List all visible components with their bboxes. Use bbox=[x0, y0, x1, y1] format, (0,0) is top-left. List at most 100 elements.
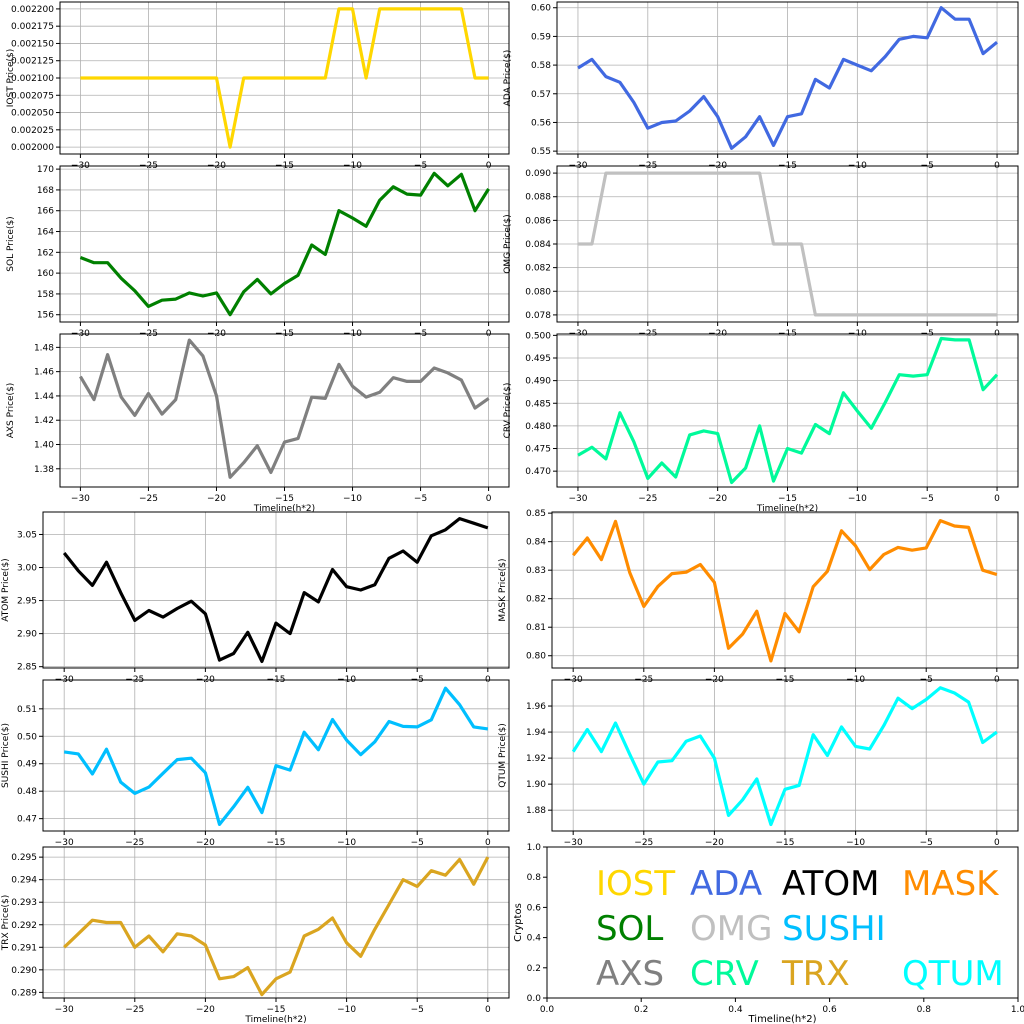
legend-panel-y-tick-label: 1.0 bbox=[527, 843, 542, 853]
qtum-y-axis-label: QTUM Price($) bbox=[498, 723, 508, 788]
ada-y-tick-label: 0.57 bbox=[531, 90, 551, 100]
sushi-y-tick-label: 0.48 bbox=[17, 787, 37, 797]
axs-x-tick-label: −30 bbox=[71, 494, 90, 504]
ada-y-axis-label: ADA Price($) bbox=[503, 50, 513, 107]
mask-y-tick-label: 0.85 bbox=[526, 509, 546, 519]
legend-panel-y-tick-label: 0.2 bbox=[527, 964, 541, 974]
sushi-x-tick-label: −25 bbox=[125, 838, 144, 848]
omg-series-line bbox=[578, 171, 997, 317]
omg-y-tick-label: 0.088 bbox=[525, 193, 551, 203]
legend-panel: 0.0 0.2 0.4 0.6 0.8 1.0 0.0 0.2 0.4 0.6 0.8 1.0 Cry… bbox=[513, 843, 1024, 1024]
iost-y-tick-label: 0.002125 bbox=[11, 57, 54, 67]
qtum-x-tick-label: −30 bbox=[564, 838, 583, 848]
crv-x-tick-label: −10 bbox=[848, 494, 867, 504]
sushi-x-tick-label: −30 bbox=[55, 838, 74, 848]
qtum-series-line bbox=[571, 686, 998, 827]
crv-x-tick-label: 0 bbox=[994, 494, 1000, 504]
crv-y-tick-label: 0.475 bbox=[525, 445, 551, 455]
atom-y-tick-label: 2.85 bbox=[17, 663, 37, 673]
mask-y-tick-label: 0.84 bbox=[526, 538, 546, 548]
axs-y-tick-label: 1.48 bbox=[34, 343, 54, 353]
iost-y-tick-label: 0.002025 bbox=[11, 126, 54, 136]
legend-panel-x-tick-label: 0.8 bbox=[917, 1005, 932, 1015]
iost-y-tick-label: 0.002150 bbox=[11, 39, 54, 49]
axs-x-tick-label: −25 bbox=[139, 494, 158, 504]
legend-label-sol: SOL bbox=[596, 909, 663, 949]
trx-y-tick-label: 0.289 bbox=[11, 988, 37, 998]
sushi-y-tick-label: 0.50 bbox=[17, 732, 37, 742]
omg-y-tick-label: 0.090 bbox=[525, 169, 551, 179]
axs-x-tick-label: −10 bbox=[343, 494, 362, 504]
axs-x-tick-label: 0 bbox=[486, 494, 492, 504]
chart-axs: −30 −25 −20 −15 −10 −5 0 1.38 1.40 1.42 1.44 1.46 1.… bbox=[6, 333, 510, 514]
trx-y-tick-label: 0.292 bbox=[11, 921, 37, 931]
crv-y-tick-label: 0.470 bbox=[525, 467, 551, 477]
iost-series-line bbox=[80, 7, 489, 149]
chart-crv: −30 −25 −20 −15 −10 −5 0 0.470 0.475 0.480 0.485 0.… bbox=[503, 331, 1019, 514]
omg-y-tick-label: 0.080 bbox=[525, 287, 551, 297]
ada-series-line bbox=[577, 6, 999, 150]
atom-y-tick-label: 3.00 bbox=[17, 564, 37, 574]
trx-y-tick-label: 0.295 bbox=[11, 853, 37, 863]
qtum-y-tick-label: 1.88 bbox=[526, 806, 546, 816]
legend-panel-x-tick-label: 1.0 bbox=[1011, 1005, 1024, 1015]
qtum-x-tick-label: −20 bbox=[705, 838, 724, 848]
mask-series-line bbox=[571, 518, 998, 663]
omg-y-tick-label: 0.086 bbox=[525, 216, 551, 226]
sol-y-tick-label: 160 bbox=[37, 269, 54, 279]
ada-y-tick-label: 0.58 bbox=[531, 61, 551, 71]
atom-y-axis-label: ATOM Price($) bbox=[1, 558, 11, 621]
atom-series-line bbox=[62, 516, 489, 664]
sol-y-tick-label: 166 bbox=[37, 207, 54, 217]
trx-x-tick-label: −25 bbox=[125, 1005, 144, 1015]
crv-y-tick-label: 0.485 bbox=[525, 399, 551, 409]
trx-x-tick-label: −10 bbox=[337, 1005, 356, 1015]
atom-y-tick-label: 2.95 bbox=[17, 597, 37, 607]
sushi-y-tick-label: 0.47 bbox=[17, 815, 37, 825]
trx-y-axis-label: TRX Price($) bbox=[1, 895, 11, 951]
axs-series-line bbox=[79, 338, 490, 479]
trx-x-tick-label: −5 bbox=[411, 1005, 424, 1015]
axs-y-tick-label: 1.40 bbox=[34, 441, 54, 451]
legend-label-trx: TRX bbox=[781, 954, 850, 994]
qtum-x-tick-label: −15 bbox=[776, 838, 795, 848]
crv-x-tick-label: −15 bbox=[778, 494, 797, 504]
crv-x-tick-label: −30 bbox=[568, 494, 587, 504]
mask-y-axis-label: MASK Price($) bbox=[498, 558, 508, 621]
axs-y-tick-label: 1.42 bbox=[34, 416, 54, 426]
chart-sushi: −30 −25 −20 −15 −10 −5 0 0.47 0.48 0.49 0.50 0.51 SU… bbox=[1, 679, 510, 848]
sushi-x-tick-label: −20 bbox=[196, 838, 215, 848]
qtum-x-tick-label: −10 bbox=[846, 838, 865, 848]
sushi-y-tick-label: 0.51 bbox=[17, 705, 37, 715]
legend-label-crv: CRV bbox=[690, 954, 759, 994]
trx-x-tick-label: −30 bbox=[55, 1005, 74, 1015]
legend-label-sushi: SUSHI bbox=[782, 909, 886, 949]
legend-panel-y-tick-label: 0.0 bbox=[527, 994, 542, 1004]
chart-iost: −30−25−20−15−10−500.0020000.0020250.0020… bbox=[6, 1, 510, 171]
omg-y-tick-label: 0.082 bbox=[525, 264, 551, 274]
crv-y-tick-label: 0.500 bbox=[525, 331, 551, 341]
legend-label-mask: MASK bbox=[902, 864, 1000, 904]
legend-panel-y-tick-label: 0.6 bbox=[527, 903, 542, 913]
crv-y-axis-label: CRV Price($) bbox=[503, 383, 513, 439]
sol-y-tick-label: 158 bbox=[37, 290, 54, 300]
qtum-x-tick-label: −25 bbox=[634, 838, 653, 848]
legend-panel-x-tick-label: 0.2 bbox=[634, 1005, 648, 1015]
trx-x-tick-label: −20 bbox=[196, 1005, 215, 1015]
mask-y-tick-label: 0.81 bbox=[526, 623, 546, 633]
iost-y-tick-label: 0.002000 bbox=[11, 143, 54, 153]
trx-y-tick-label: 0.291 bbox=[11, 943, 37, 953]
qtum-y-tick-label: 1.92 bbox=[526, 754, 546, 764]
axs-x-axis-label: Timeline(h*2) bbox=[253, 504, 315, 514]
trx-x-tick-label: 0 bbox=[485, 1005, 491, 1015]
qtum-y-tick-label: 1.90 bbox=[526, 780, 546, 790]
qtum-x-tick-label: −5 bbox=[920, 838, 933, 848]
axs-x-tick-label: −20 bbox=[207, 494, 226, 504]
legend-panel-y-axis-label: Cryptos bbox=[513, 903, 524, 942]
trx-y-tick-label: 0.293 bbox=[11, 898, 37, 908]
crv-x-tick-label: −25 bbox=[638, 494, 657, 504]
mask-y-tick-label: 0.80 bbox=[526, 652, 546, 662]
legend-panel-y-tick-label: 0.4 bbox=[527, 934, 542, 944]
